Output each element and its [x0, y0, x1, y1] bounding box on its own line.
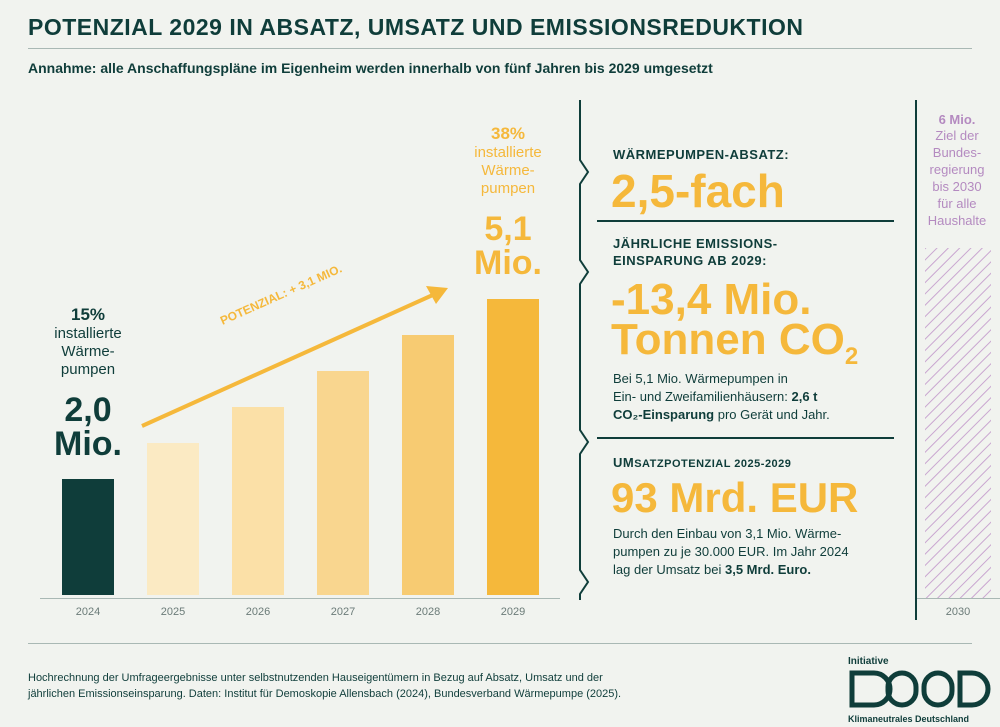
pct-2024: 15%: [70, 305, 106, 324]
bar-2024: [62, 478, 114, 595]
umsatz-heading: UMSATZPOTENZIAL 2025-2029: [613, 455, 791, 470]
bar-2029: [487, 299, 539, 595]
logo-top-text: Initiative: [848, 656, 889, 667]
target-axis-line: [915, 598, 1000, 599]
target-desc-line6: Haushalte: [927, 213, 987, 228]
pct-2029: 38%: [490, 124, 526, 143]
emission-value-line2: Tonnen CO2: [611, 318, 858, 379]
unit-2024: Mio.: [54, 425, 122, 463]
absatz-heading: WÄRMEPUMPEN-ABSATZ:: [613, 147, 790, 162]
target-desc-line1: Ziel der: [935, 128, 979, 143]
emission-text-line2-bold: 2,6 t: [791, 389, 818, 404]
separator-1: [597, 220, 894, 222]
potential-arrow: [141, 286, 448, 428]
absatz-value: 2,5-fach: [611, 165, 785, 217]
x-tick-2028: 2028: [415, 606, 441, 618]
target-desc-line2: Bundes-: [932, 145, 982, 160]
emission-value-line1: -13,4 Mio.: [611, 275, 812, 324]
bar-2027: [317, 370, 369, 595]
logo-mark-icon: [849, 670, 991, 708]
umsatz-text-line3-bold: 3,5 Mrd. Euro.: [725, 562, 811, 577]
bar-2025: [147, 442, 199, 595]
x-tick-2029: 2029: [500, 606, 526, 618]
emission-text-line3: CO₂-Einsparung pro Gerät und Jahr.: [613, 406, 830, 424]
target-left-border: [915, 100, 917, 620]
umsatz-heading-pre: UM: [613, 455, 635, 470]
unit-2029: Mio.: [474, 244, 542, 282]
desc-2029-line3: pumpen: [480, 180, 536, 197]
target-desc-line4: bis 2030: [932, 179, 982, 194]
desc-2029-line2: Wärme-: [481, 162, 535, 179]
target-bar-2030: [925, 248, 991, 598]
umsatz-heading-post: SATZPOTENZIAL 2025-2029: [634, 458, 792, 470]
x-tick-2024: 2024: [75, 606, 101, 618]
value-2029: 5,1: [484, 210, 532, 248]
x-axis-line: [40, 598, 560, 599]
umsatz-text-line3: lag der Umsatz bei 3,5 Mrd. Euro.: [613, 561, 849, 579]
umsatz-text-line3-pre: lag der Umsatz bei: [613, 562, 725, 577]
emission-text: Bei 5,1 Mio. Wärmepumpen in Ein- und Zwe…: [613, 370, 830, 424]
emission-text-line2: Ein- und Zweifamilienhäusern: 2,6 t: [613, 388, 830, 406]
target-annotation: 6 Mio. Ziel der Bundes- regierung bis 20…: [915, 112, 999, 229]
emission-heading-line1: JÄHRLICHE EMISSIONS-: [613, 236, 778, 251]
emission-text-line1: Bei 5,1 Mio. Wärmepumpen in: [613, 371, 788, 386]
target-value: 6 Mio.: [938, 112, 976, 127]
emission-subscript: 2: [844, 342, 859, 370]
desc-2024-line1: installierte: [54, 325, 122, 342]
emission-heading-line2: EINSPARUNG AB 2029:: [613, 253, 767, 268]
separator-2: [597, 437, 894, 439]
x-tick-2026: 2026: [245, 606, 271, 618]
umsatz-text-line1: Durch den Einbau von 3,1 Mio. Wärme-: [613, 526, 842, 541]
annotation-2024: 15% installierte Wärme- pumpen 2,0 Mio.: [28, 305, 148, 461]
umsatz-text-line2: pumpen zu je 30.000 EUR. Im Jahr 2024: [613, 544, 849, 559]
arrow-line: [141, 292, 436, 428]
footer-source: Hochrechnung der Umfrageergebnisse unter…: [28, 670, 668, 702]
desc-2024-line2: Wärme-: [61, 343, 115, 360]
bar-2028: [402, 334, 454, 595]
umsatz-value: 93 Mrd. EUR: [611, 474, 859, 521]
footer-line1: Hochrechnung der Umfrageergebnisse unter…: [28, 672, 603, 684]
umsatz-text: Durch den Einbau von 3,1 Mio. Wärme- pum…: [613, 525, 849, 579]
title-divider: [28, 48, 972, 49]
page-subtitle: Annahme: alle Anschaffungspläne im Eigen…: [28, 60, 713, 76]
target-desc-line3: regierung: [929, 162, 985, 177]
x-tick-2025: 2025: [160, 606, 186, 618]
annotation-2029: 38% installierte Wärme- pumpen 5,1 Mio.: [448, 124, 568, 280]
arrow-head-icon: [426, 286, 448, 304]
desc-2029-line1: installierte: [474, 144, 542, 161]
emission-text-line3-post: pro Gerät und Jahr.: [714, 407, 830, 422]
desc-2024-line3: pumpen: [60, 361, 116, 378]
wavy-divider: [579, 100, 590, 600]
logo-bottom-text: Klimaneutrales Deutschland: [848, 714, 970, 724]
emission-unit: Tonnen CO: [611, 315, 845, 364]
emission-text-line2-pre: Ein- und Zweifamilienhäusern:: [613, 389, 792, 404]
x-tick-2030: 2030: [945, 606, 971, 618]
emission-text-line3-bold: CO₂-Einsparung: [613, 407, 715, 422]
value-2024: 2,0: [64, 391, 112, 429]
target-desc-line5: für alle: [937, 196, 977, 211]
x-tick-2027: 2027: [330, 606, 356, 618]
bar-2026: [232, 406, 284, 595]
page-title: POTENZIAL 2029 IN ABSATZ, UMSATZ UND EMI…: [28, 14, 804, 40]
logo: Initiative Klimaneutrales Deutschland: [848, 656, 993, 724]
footer-divider: [28, 643, 972, 644]
footer-line2: jährlichen Emissionseinsparung. Daten: I…: [28, 688, 622, 700]
